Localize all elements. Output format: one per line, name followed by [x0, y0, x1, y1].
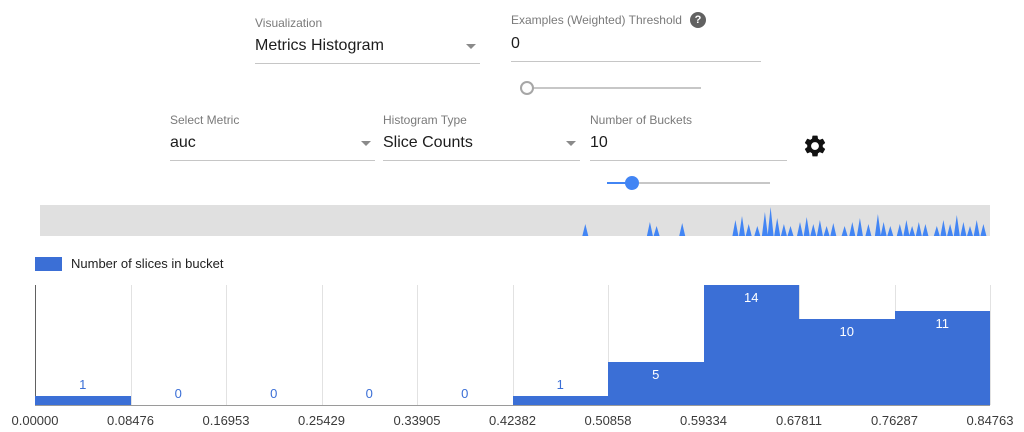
- bar-value-label: 0: [270, 386, 278, 401]
- metric-label: Select Metric: [170, 113, 240, 127]
- visualization-label: Visualization: [255, 16, 323, 30]
- num-buckets-input[interactable]: 10: [590, 134, 608, 151]
- num-buckets-slider[interactable]: [607, 176, 770, 190]
- histogram-type-select[interactable]: Histogram Type Slice Counts: [383, 113, 580, 161]
- bar-value-label: 0: [461, 386, 469, 401]
- x-tick-label: 0.50858: [584, 413, 632, 428]
- gridline: [130, 285, 132, 405]
- visualization-select[interactable]: Visualization Metrics Histogram: [255, 16, 480, 64]
- threshold-input[interactable]: 0: [511, 35, 520, 52]
- settings-button[interactable]: [801, 133, 829, 161]
- help-icon[interactable]: ?: [689, 12, 706, 28]
- bar-value-label: 1: [556, 377, 564, 393]
- histogram-bar[interactable]: [894, 310, 990, 405]
- threshold-slider[interactable]: [520, 81, 701, 95]
- gear-icon: [802, 135, 828, 162]
- metric-value: auc: [170, 134, 196, 151]
- visualization-value: Metrics Histogram: [255, 37, 384, 54]
- chevron-down-icon: [566, 140, 576, 146]
- num-buckets-label: Number of Buckets: [590, 113, 693, 127]
- x-tick-label: 0.00000: [11, 413, 59, 428]
- gridline: [990, 285, 991, 405]
- histogram-bar[interactable]: [608, 362, 704, 405]
- x-tick-label: 0.67811: [775, 413, 823, 428]
- slider-track[interactable]: [520, 87, 701, 89]
- num-buckets-field: Number of Buckets 10: [590, 113, 787, 161]
- overview-brush-strip[interactable]: [40, 205, 990, 236]
- gridline: [417, 285, 418, 405]
- x-tick-label: 0.59334: [680, 413, 727, 428]
- slider-knob[interactable]: [520, 81, 535, 95]
- bar-value-label: 0: [365, 386, 373, 401]
- x-tick-label: 0.08476: [107, 413, 154, 428]
- overview-density-spikes: [582, 207, 987, 236]
- x-tick-label: 0.42382: [489, 413, 536, 428]
- legend-swatch: [35, 256, 62, 271]
- bar-value-label: 1: [79, 377, 87, 393]
- histogram-type-label: Histogram Type: [383, 113, 467, 127]
- gridline: [512, 285, 514, 405]
- slider-track[interactable]: [607, 182, 770, 184]
- threshold-field: Examples (Weighted) Threshold ? 0: [511, 12, 761, 62]
- legend-label: Number of slices in bucket: [71, 256, 224, 271]
- x-axis-line: [35, 405, 990, 406]
- x-tick-label: 0.33905: [393, 413, 441, 428]
- chevron-down-icon: [361, 140, 371, 146]
- histogram-bar[interactable]: [512, 396, 608, 405]
- histogram-bar[interactable]: [703, 285, 799, 405]
- histogram-bar[interactable]: [799, 319, 895, 405]
- histogram-type-value: Slice Counts: [383, 134, 473, 151]
- gridline: [321, 285, 323, 405]
- x-tick-label: 0.84763: [966, 413, 1014, 428]
- legend: Number of slices in bucket: [35, 256, 223, 271]
- chevron-down-icon: [466, 43, 476, 49]
- slider-active-track: [607, 182, 633, 184]
- threshold-label: Examples (Weighted) Threshold: [511, 13, 682, 27]
- bar-value-label: 0: [174, 386, 182, 401]
- slider-knob[interactable]: [625, 176, 640, 190]
- gridline: [226, 285, 227, 405]
- x-tick-label: 0.16953: [202, 413, 250, 428]
- y-axis-line: [35, 285, 36, 405]
- x-tick-label: 0.76287: [871, 413, 918, 428]
- x-tick-label: 0.25429: [298, 413, 345, 428]
- histogram-bar[interactable]: [35, 396, 131, 405]
- metric-select[interactable]: Select Metric auc: [170, 113, 375, 161]
